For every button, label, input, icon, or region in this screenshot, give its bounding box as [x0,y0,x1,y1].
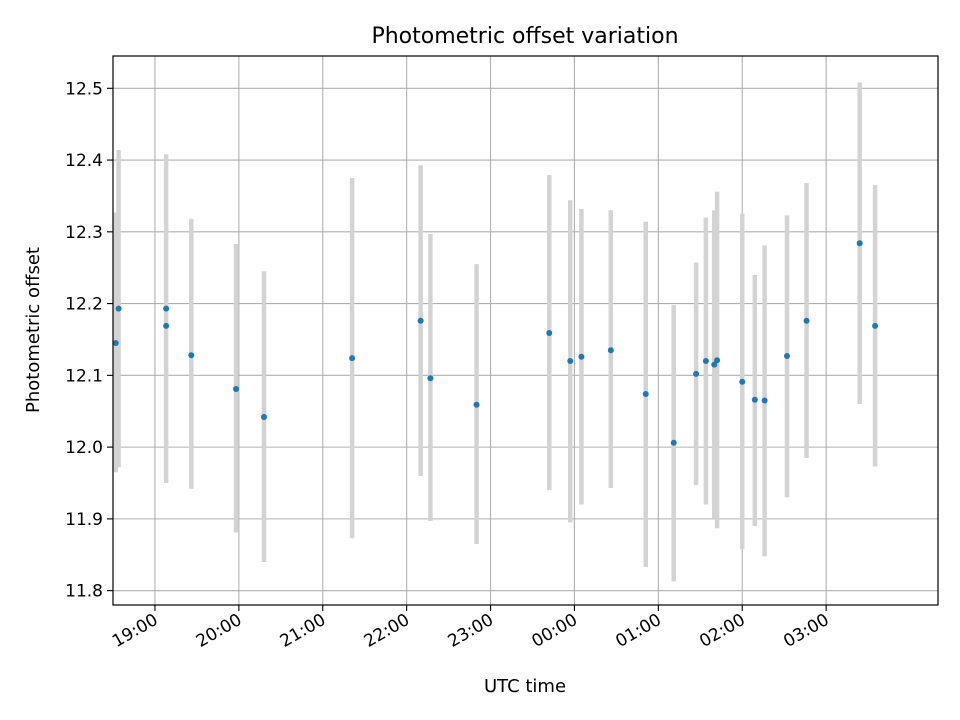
data-point [642,391,649,398]
data-point [567,358,574,364]
data-point [546,330,553,337]
data-point [702,358,709,364]
data-point [761,397,768,404]
plot-area [113,56,938,605]
data-point [856,240,863,247]
data-point [872,322,879,329]
y-tick-label: 11.9 [65,510,103,530]
data-point [261,413,268,420]
data-point [670,439,677,446]
y-tick-label: 12.0 [65,438,103,458]
data-point [693,370,700,377]
data-point [233,385,240,392]
data-point [349,355,356,362]
x-axis-label: UTC time [484,676,566,697]
data-point [163,322,170,329]
y-axis-label: Photometric offset [23,247,44,413]
data-point [751,396,758,403]
data-point [163,305,170,312]
data-point [417,317,424,324]
data-point [188,352,195,359]
data-point [783,352,790,359]
data-point [711,361,718,368]
y-axis-ticks: 11.8 11.9 12.0 12.1 12.2 12.3 12.4 12.5 [65,79,113,602]
data-point [578,353,585,360]
data-point [473,401,480,408]
data-point [739,378,746,385]
y-tick-label: 12.2 [65,295,103,315]
chart-title: Photometric offset variation [371,24,678,49]
data-point [607,347,614,354]
data-point [427,375,434,382]
data-point [714,357,721,364]
y-tick-label: 11.8 [65,582,103,602]
data-point [803,317,810,324]
data-point [115,305,122,312]
data-point [112,340,119,347]
y-tick-label: 12.4 [65,151,103,171]
data-points [112,240,879,446]
y-tick-label: 12.1 [65,366,103,386]
plot-frame [112,55,939,606]
y-tick-label: 12.5 [65,79,103,99]
y-tick-label: 12.3 [65,223,103,243]
